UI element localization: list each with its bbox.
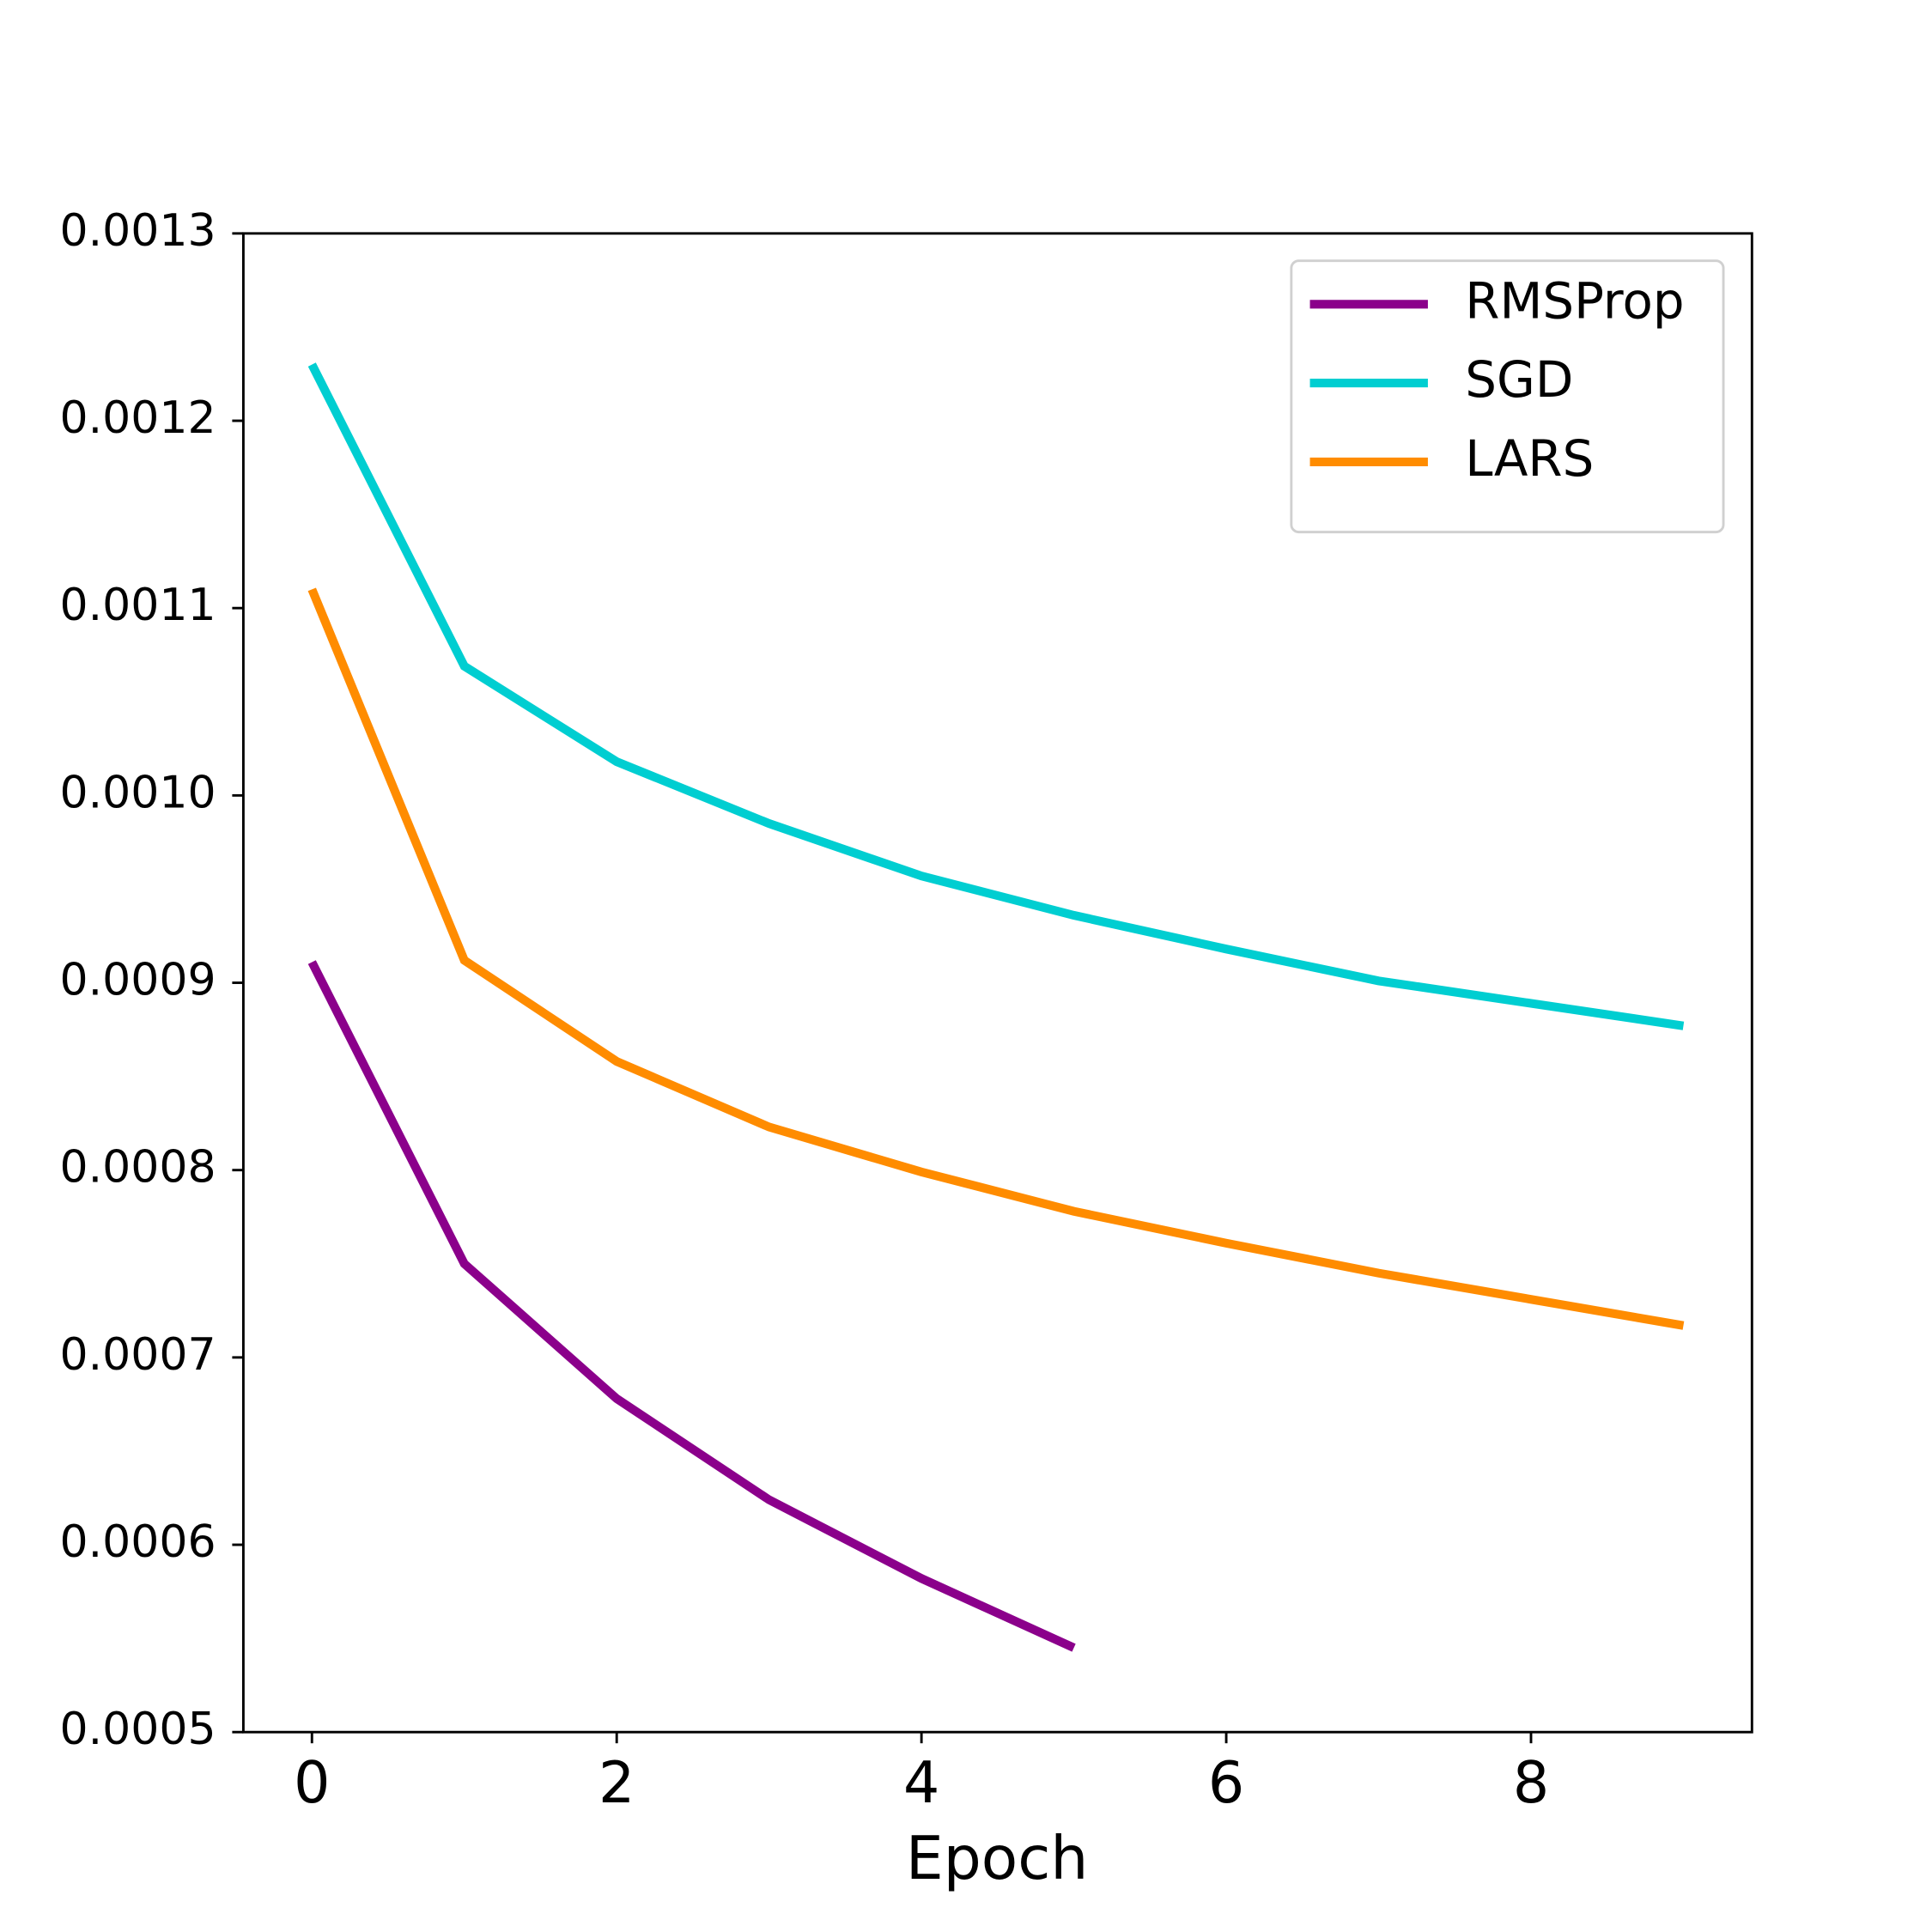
y-tick-label: 0.0012 — [59, 392, 216, 444]
legend-label: LARS — [1465, 429, 1594, 488]
x-tick-label: 8 — [1513, 1749, 1549, 1816]
legend-label: RMSProp — [1465, 271, 1684, 330]
x-tick-label: 4 — [903, 1749, 939, 1816]
y-tick-label: 0.0007 — [59, 1329, 216, 1381]
line-series — [307, 587, 1685, 1330]
y-tick-label: 0.0006 — [59, 1516, 216, 1568]
line-series — [307, 960, 1076, 1652]
x-axis-label: Epoch — [906, 1825, 1088, 1893]
y-tick-label: 0.0010 — [59, 767, 216, 818]
legend-label: SGD — [1465, 350, 1573, 409]
x-tick-label: 0 — [294, 1749, 330, 1816]
y-tick-label: 0.0011 — [59, 580, 216, 631]
y-tick-label: 0.0013 — [59, 205, 216, 257]
y-axis-label: Loss — [0, 921, 14, 1052]
plot-frame — [241, 232, 1753, 1734]
y-tick-label: 0.0005 — [59, 1704, 216, 1755]
x-tick-label: 2 — [598, 1749, 635, 1816]
line-series — [307, 362, 1685, 1030]
y-tick-label: 0.0008 — [59, 1142, 216, 1194]
x-tick-label: 6 — [1208, 1749, 1244, 1816]
y-tick-label: 0.0009 — [59, 955, 216, 1006]
